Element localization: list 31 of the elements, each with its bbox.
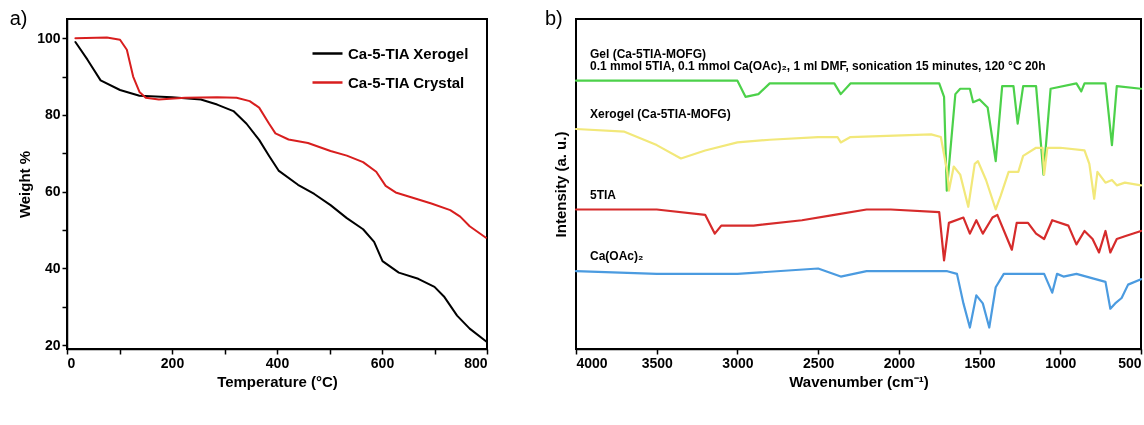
- y-tick-label: 60: [44, 183, 61, 200]
- series-label: Xerogel (Ca-5TIA-MOFG): [590, 107, 731, 122]
- y-tick-label: 20: [44, 336, 61, 353]
- x-tick-label: 400: [265, 354, 290, 371]
- series-label: Ca(OAc)₂: [590, 249, 644, 264]
- series-label: 5TIA: [590, 187, 617, 202]
- y-tick-label: 40: [44, 259, 61, 276]
- x-axis-title: Temperature (°C): [217, 372, 338, 390]
- y-axis-title: Weight %: [16, 150, 34, 219]
- line-series: [74, 36, 487, 239]
- x-tick-label: 200: [160, 354, 185, 371]
- y-tick-label: 80: [44, 106, 61, 123]
- legend-label: Ca-5-TIA Crystal: [348, 73, 465, 91]
- chart-title: a): [9, 7, 28, 29]
- y-axis-title: Intensity (a. u.): [551, 131, 569, 238]
- x-tick-label: 4000: [576, 354, 608, 371]
- chart-title: b): [545, 7, 563, 29]
- x-tick-label: 800: [464, 354, 488, 371]
- x-axis-title: Wavenumber (cm⁻¹): [789, 372, 929, 390]
- x-tick-label: 0: [67, 354, 76, 371]
- x-tick-label: 1500: [964, 354, 996, 371]
- series-label: Gel (Ca-5TIA-MOFG): [590, 46, 706, 61]
- x-tick-label: 1000: [1045, 354, 1077, 371]
- legend-label: Ca-5-TIA Xerogel: [348, 44, 469, 62]
- x-tick-label: 3500: [641, 354, 673, 371]
- x-tick-label: 2000: [883, 354, 916, 371]
- x-tick-label: 500: [1118, 354, 1142, 371]
- y-tick-label: 100: [37, 29, 61, 46]
- x-tick-label: 3000: [722, 354, 754, 371]
- x-tick-label: 2500: [803, 354, 835, 371]
- x-tick-label: 600: [370, 354, 395, 371]
